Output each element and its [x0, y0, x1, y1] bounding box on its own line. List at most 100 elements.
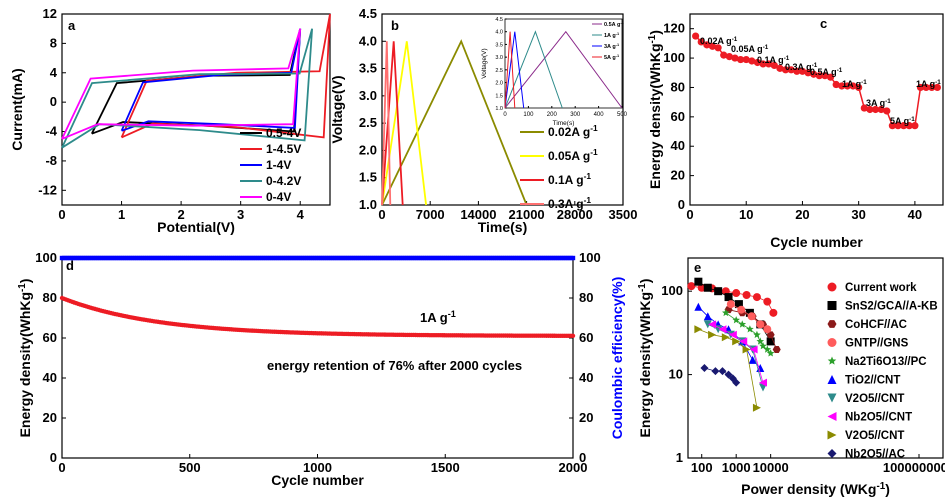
panel-e-point-V2O5//CNT	[714, 325, 723, 334]
panel-d-y-tick-label: 40	[43, 370, 57, 385]
panel-e-point-CoHCF//AC	[772, 346, 781, 353]
panel-a-frame	[61, 13, 331, 206]
panel-e-point-Na2Ti6O13//PC	[746, 325, 754, 333]
panel-c-y-tick-label: 120	[663, 21, 685, 36]
panel-a-legend-label: 0.5-4V	[266, 126, 301, 140]
panel-e-point-Nb2O5//AC	[732, 378, 741, 387]
panel-c-point	[770, 61, 778, 70]
panel-e-point-SnS2/GCA//A-KB	[766, 337, 775, 346]
panel-c-point	[720, 51, 728, 59]
panel-c-y-tick-label: 100	[663, 50, 685, 65]
panel-e-legend-marker	[827, 282, 837, 292]
panel-b-inset-y-tick-label: 3.0	[495, 55, 503, 61]
panel-e-legend-label: TiO2//CNT	[845, 375, 900, 387]
panel-c-y-tick-label: 60	[671, 109, 685, 124]
panel-b-y-tick-label: 1.5	[359, 170, 377, 185]
panel-b-y-tick-label: 3.0	[359, 88, 377, 103]
panel-e-legend-label: Na2Ti6O13//PC	[845, 356, 927, 368]
panel-c-series-group	[692, 32, 941, 130]
panel-b-legend-label: 0.1A g-1	[548, 171, 591, 187]
panel-e-legend-label: Current work	[845, 282, 917, 294]
panel-e-point-V2O5//CNT	[732, 337, 741, 346]
panel-c-point	[798, 67, 807, 75]
panel-a-series-group	[61, 13, 331, 149]
panel-b-x-tick-label: 0	[378, 207, 385, 222]
panel-b-legend-label: 0.05A g-1	[548, 147, 598, 163]
panel-c-y-tick-label: 80	[671, 79, 685, 94]
panel-e-point-SnS2/GCA//A-KB	[724, 293, 733, 302]
panel-e-legend-label: SnS2/GCA//A-KB	[845, 301, 938, 313]
panel-e-legend-marker	[827, 412, 837, 421]
panel-c-point	[708, 42, 717, 50]
panel-e-point-Na2Ti6O13//PC	[759, 342, 767, 350]
panel-b-inset-x-tick-label: 400	[594, 112, 605, 118]
panel-c-point	[815, 72, 823, 80]
panel-d-y2-tick-label: 80	[579, 290, 593, 305]
panel-b-inset-legend-label: 1A g-1	[604, 32, 620, 39]
panel-b-gcd-0.3A g	[381, 41, 392, 206]
panel-e-point-Na2Ti6O13//PC	[722, 308, 730, 317]
panel-c-point	[900, 122, 908, 130]
panel-b-x-tick-label: 3500	[609, 207, 638, 222]
panel-e-point-Current work	[732, 289, 741, 298]
panel-d-retention-annotation: energy retention of 76% after 2000 cycle…	[267, 358, 522, 373]
panel-e-point-Nb2O5//CNT	[718, 325, 727, 334]
panel-a-x-tick-label: 4	[297, 207, 305, 222]
panel-e-point-Na2Ti6O13//PC	[738, 320, 747, 328]
panel-c-point	[933, 83, 941, 92]
panel-e-legend-marker	[827, 320, 837, 328]
panel-e-point-Current work	[742, 291, 751, 300]
panel-d-y2-tick-label: 20	[579, 410, 593, 425]
panel-e-legend-marker	[827, 375, 837, 384]
panel-b-inset-y-tick-label: 1.5	[495, 93, 503, 99]
panel-c-point	[826, 73, 835, 81]
panel-e-legend-label: Nb2O5//AC	[845, 449, 905, 461]
panel-e-point-V2O5//CNT	[742, 345, 751, 354]
panel-d-y2-tick-label: 100	[579, 250, 601, 265]
panel-e-point-Nb2O5//AC	[700, 363, 709, 372]
panel-a-legend-label: 0-4V	[266, 190, 291, 204]
panel-c-point	[922, 83, 930, 92]
panel-c-point	[804, 69, 812, 77]
panel-e-x-tick-label: 100	[691, 460, 713, 475]
panel-b-inset-3A g	[504, 31, 525, 109]
panel-a-legend-label: 1-4.5V	[266, 142, 301, 156]
panel-b-inset-x-tick-label: 0	[503, 112, 507, 118]
panel-b-inset-y-tick-label: 3.5	[495, 42, 503, 48]
panel-e-point-TiO2//CNT	[748, 355, 757, 364]
panel-c-point	[871, 105, 880, 114]
panel-d-x-tick-label: 0	[58, 460, 65, 475]
panel-c-rate-annotation: 1A g-1	[842, 79, 867, 90]
panel-d-y2-tick-label: 40	[579, 370, 593, 385]
panel-c-point	[877, 105, 885, 114]
panel-e-point-GNTP//GNS	[747, 312, 756, 321]
panel-e-point-SnS2/GCA//A-KB	[694, 277, 703, 286]
panel-c-x-tick-label: 0	[686, 207, 693, 222]
panel-b-inset-legend-label: 0.5A g-1	[604, 21, 625, 28]
panel-c-point	[748, 57, 756, 65]
panel-b-inset-x-tick-label: 100	[523, 112, 534, 118]
panel-e-label: e	[694, 260, 701, 275]
panel-c-x-tick-label: 40	[908, 207, 922, 222]
panel-e-point-Na2Ti6O13//PC	[756, 337, 765, 345]
panel-e-legend-marker	[827, 449, 837, 458]
panel-c-point	[737, 55, 745, 64]
panel-e-legend-marker	[827, 393, 837, 403]
panel-e-point-Nb2O5//AC	[718, 367, 727, 376]
panel-c-point	[714, 44, 722, 52]
panel-b-inset-x-tick-label: 200	[547, 112, 558, 118]
panel-e-point-Nb2O5//CNT	[739, 337, 748, 346]
panel-c-point	[866, 105, 874, 114]
panel-b-gcd-0.02A g	[381, 39, 528, 206]
panel-e-x-tick-label: 1000	[722, 460, 751, 475]
panel-e-point-Na2Ti6O13//PC	[766, 349, 775, 357]
panel-b-series-group	[381, 39, 528, 206]
panel-c-point	[838, 82, 846, 90]
panel-e-legend-label: CoHCF//AC	[845, 319, 907, 331]
panel-b-x-tick-label: 7000	[416, 207, 445, 222]
panel-a-x-tick-label: 2	[177, 207, 184, 222]
panel-c-point	[860, 104, 868, 112]
panel-b-inset-y-tick-label: 4.0	[495, 30, 503, 36]
panel-c-point	[692, 32, 700, 40]
panel-c-point	[916, 83, 925, 92]
